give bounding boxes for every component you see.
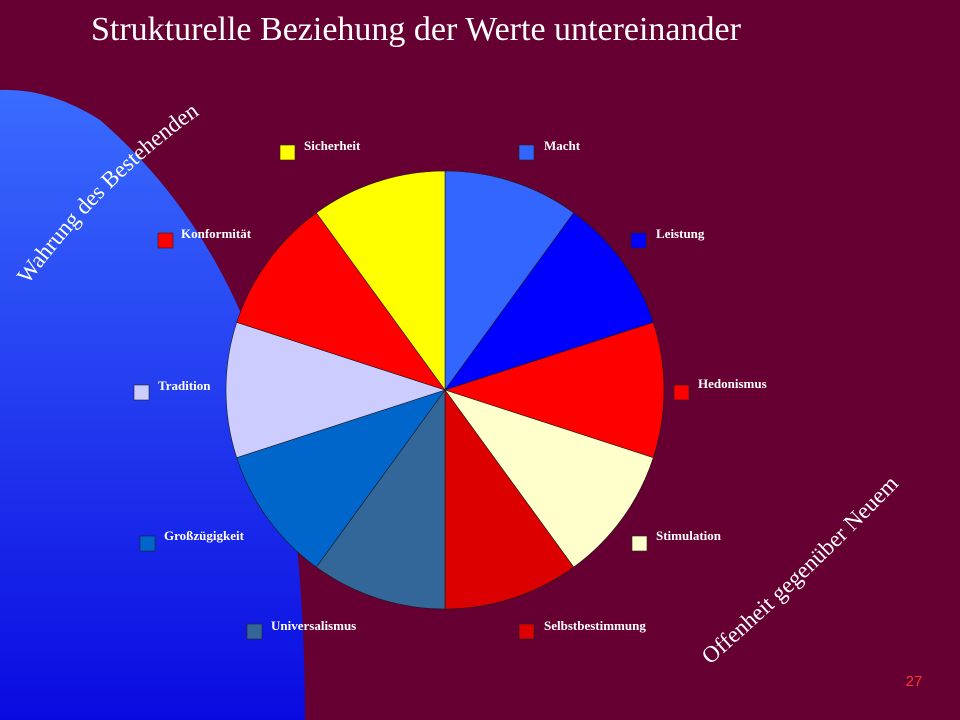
legend-label-9: Konformität xyxy=(181,226,252,241)
pie-slice-1 xyxy=(444,170,575,391)
pie-slice-8 xyxy=(225,321,446,459)
legend-swatch-3 xyxy=(673,384,690,401)
legend-swatch-9 xyxy=(157,232,174,249)
blue-background-shape xyxy=(0,89,305,720)
pie-slice-6 xyxy=(315,389,446,610)
legend-label-7: Großzügigkeit xyxy=(164,528,245,543)
legend-swatch-5 xyxy=(518,623,535,640)
pie-legend: Macht Leistung Hedonismus Stimulation Selbst… xyxy=(133,138,767,640)
legend-label-6: Universalismus xyxy=(271,618,356,633)
legend-label-4: Stimulation xyxy=(656,528,722,543)
pie-slice-5 xyxy=(444,389,575,610)
page-number: 27 xyxy=(906,673,923,690)
pie-slice-3 xyxy=(444,321,665,459)
legend-label-2: Leistung xyxy=(656,226,705,241)
pie-slice-2 xyxy=(444,212,654,391)
slide-title: Strukturelle Beziehung der Werte unterei… xyxy=(91,11,742,48)
legend-swatch-4 xyxy=(631,535,648,552)
legend-label-8: Tradition xyxy=(158,378,211,393)
legend-label-10: Sicherheit xyxy=(304,138,361,153)
legend-swatch-2 xyxy=(630,232,647,249)
pie-slice-4 xyxy=(444,389,654,568)
legend-swatch-8 xyxy=(133,384,150,401)
pie-chart xyxy=(225,170,665,610)
legend-swatch-6 xyxy=(246,623,263,640)
legend-swatch-7 xyxy=(139,535,156,552)
legend-swatch-1 xyxy=(518,144,535,161)
arc-label-offenheit: Offenheit gegenüber Neuem xyxy=(697,471,903,669)
pie-slice-9 xyxy=(236,212,446,391)
legend-label-3: Hedonismus xyxy=(698,376,767,391)
pie-slice-10 xyxy=(315,170,446,391)
pie-slice-7 xyxy=(236,389,446,568)
legend-label-5: Selbstbestimmung xyxy=(544,618,646,633)
arc-label-offenheit-text: Offenheit gegenüber Neuem xyxy=(697,471,903,669)
legend-label-1: Macht xyxy=(544,138,581,153)
legend-swatch-10 xyxy=(279,144,296,161)
